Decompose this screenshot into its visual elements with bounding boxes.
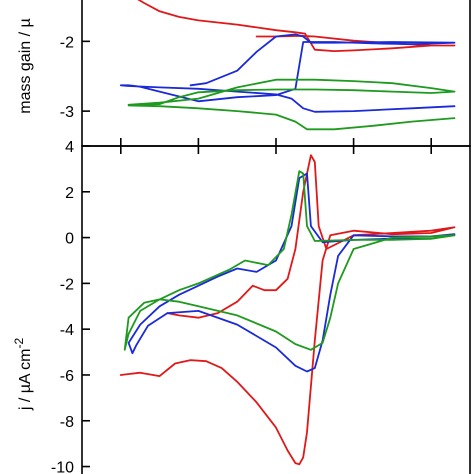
bottom-series-line-1	[119, 154, 456, 466]
bottom-series-line-2	[127, 172, 456, 373]
top-ylabel: mass gain / µ	[17, 18, 34, 113]
bottom-ytick-label: 4	[65, 139, 74, 156]
bottom-ytick-label: -6	[60, 368, 74, 385]
bottom-ytick-label: 2	[65, 185, 74, 202]
bottom-ylabel-superscript: -2	[12, 338, 26, 349]
top-series-line-3	[127, 78, 456, 131]
bottom-ylabel: j / µA cm-2	[12, 338, 34, 412]
bottom-ylabel-main: j / µA cm	[17, 349, 34, 412]
current-density-panel: -10 -8 -6 -4 -2 0 2 4	[51, 139, 471, 474]
bottom-ytick-label: -4	[60, 322, 74, 339]
mass-gain-panel: -3 -2	[60, 0, 471, 147]
bottom-ytick-label: -8	[60, 414, 74, 431]
top-series-line-1	[137, 0, 456, 52]
bottom-ytick-label: -10	[51, 460, 74, 474]
top-ytick-label: -2	[60, 34, 74, 51]
top-plot-frame	[81, 0, 471, 147]
bottom-ytick-label: 0	[65, 231, 74, 248]
bottom-ytick-label: -2	[60, 276, 74, 293]
top-ytick-label: -3	[60, 104, 74, 121]
bottom-series-line-3	[123, 170, 456, 351]
top-series-line-2	[119, 33, 456, 113]
